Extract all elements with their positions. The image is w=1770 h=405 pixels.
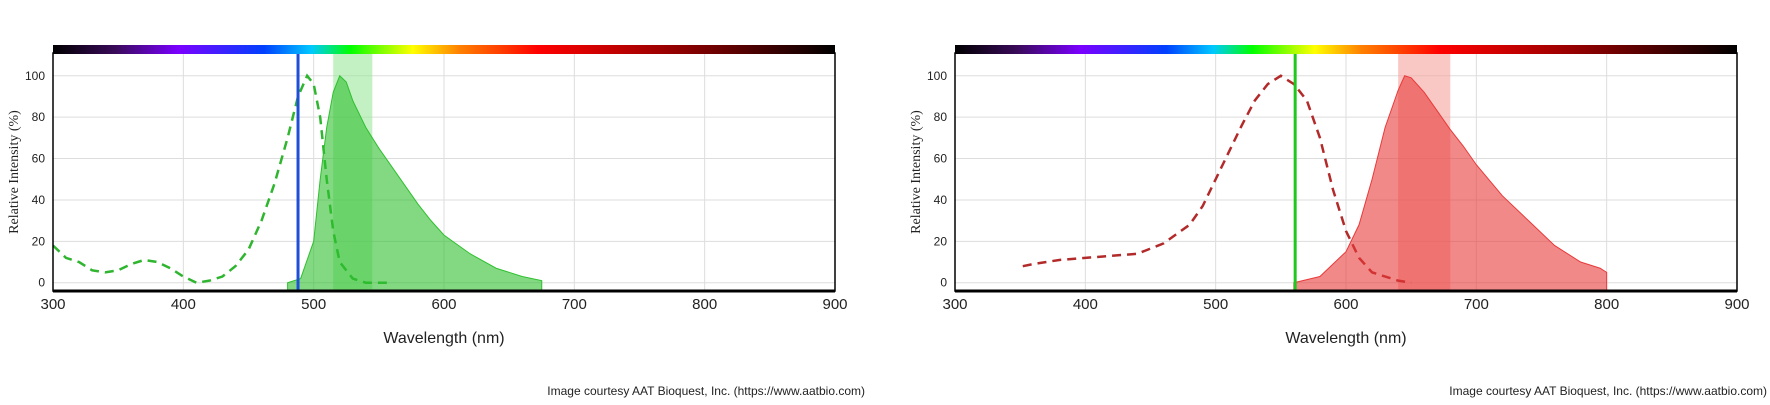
x-tick-label: 700 (562, 296, 587, 313)
x-tick-label: 900 (1724, 296, 1749, 313)
y-axis-label: Relative Intensity (%) (7, 110, 22, 234)
x-tick-label: 800 (692, 296, 717, 313)
y-tick-label: 0 (940, 276, 947, 290)
y-axis-label: Relative Intensity (%) (909, 110, 924, 234)
credit: Image courtesy AAT Bioquest, Inc. (https… (547, 384, 865, 398)
y-tick-label: 60 (934, 152, 948, 166)
emission-area (287, 74, 543, 292)
x-tick-label: 900 (822, 296, 847, 313)
x-tick-label: 400 (1073, 296, 1098, 313)
x-tick-label: 300 (942, 296, 967, 313)
x-tick-label: 700 (1464, 296, 1489, 313)
y-tick-label: 100 (927, 69, 947, 83)
emission-area (1293, 75, 1608, 292)
x-tick-label: 500 (301, 296, 326, 313)
y-tick-label: 80 (32, 110, 46, 124)
x-tick-label: 600 (431, 296, 456, 313)
y-tick-label: 0 (38, 276, 45, 290)
y-tick-label: 80 (934, 110, 948, 124)
x-tick-label: 500 (1203, 296, 1228, 313)
excitation-line (1022, 74, 1412, 284)
y-tick-label: 20 (32, 234, 46, 248)
y-tick-label: 100 (25, 69, 45, 83)
x-axis-label: Wavelength (nm) (383, 330, 504, 347)
x-tick-label: 600 (1333, 296, 1358, 313)
y-tick-label: 40 (934, 193, 948, 207)
credit: Image courtesy AAT Bioquest, Inc. (https… (1449, 384, 1767, 398)
y-tick-label: 40 (32, 193, 46, 207)
spectrum-bar (955, 45, 1737, 54)
x-tick-label: 300 (40, 296, 65, 313)
y-tick-label: 60 (32, 152, 46, 166)
spectrum-bar (53, 45, 835, 54)
x-tick-label: 800 (1594, 296, 1619, 313)
x-tick-label: 400 (171, 296, 196, 313)
y-tick-label: 20 (934, 234, 948, 248)
x-axis-label: Wavelength (nm) (1285, 330, 1406, 347)
